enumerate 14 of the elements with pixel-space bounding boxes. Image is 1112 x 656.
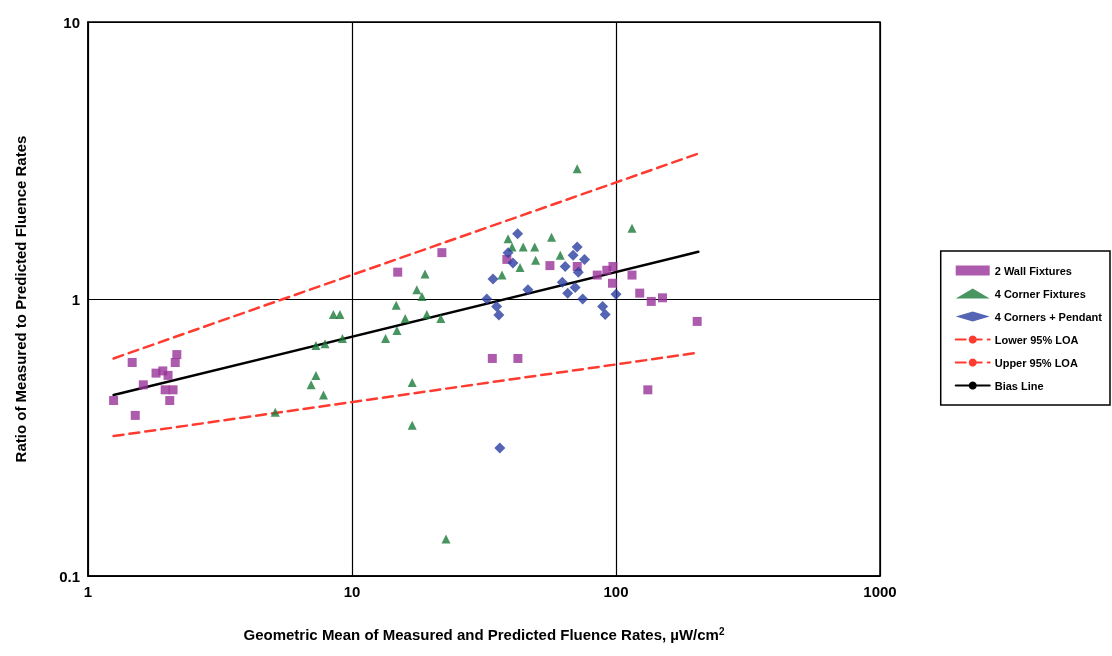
y-axis-title: Ratio of Measured to Predicted Fluence Rates xyxy=(12,135,29,463)
legend-label: 4 Corner Fixtures xyxy=(994,287,1086,300)
y-tick-label: 1 xyxy=(71,290,80,308)
x-tick-label: 1000 xyxy=(863,583,897,600)
y-tick-label: 10 xyxy=(63,13,80,31)
legend-label: Upper 95% LOA xyxy=(994,356,1078,369)
legend-label: 2 Wall Fixtures xyxy=(994,264,1072,277)
y-tick-label: 0.1 xyxy=(59,567,80,585)
x-tick-label: 10 xyxy=(343,583,361,600)
x-tick-label: 1 xyxy=(83,583,93,600)
x-tick-label: 100 xyxy=(603,583,629,600)
legend-label: Bias Line xyxy=(994,379,1044,392)
legend-label: 4 Corners + Pendant xyxy=(994,310,1103,323)
legend-label: Lower 95% LOA xyxy=(994,333,1079,346)
